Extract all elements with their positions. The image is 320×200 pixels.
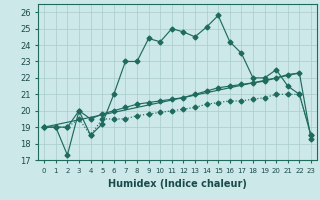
X-axis label: Humidex (Indice chaleur): Humidex (Indice chaleur)	[108, 179, 247, 189]
